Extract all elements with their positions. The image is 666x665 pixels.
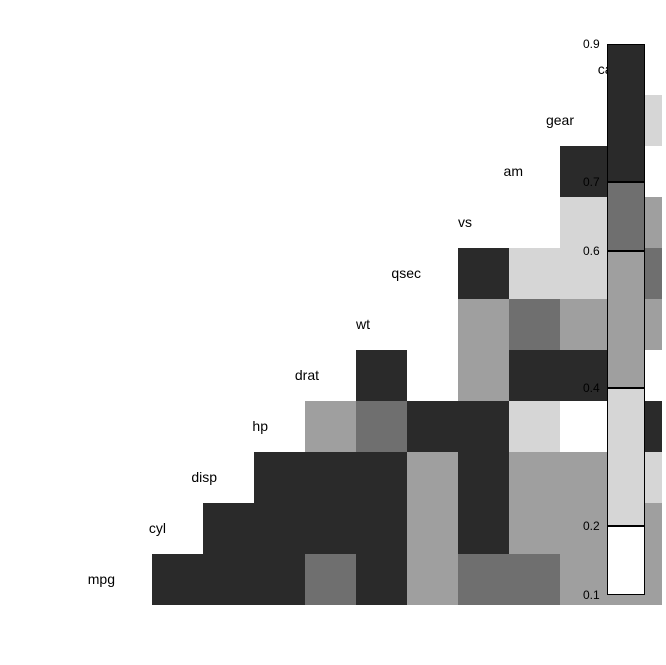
legend-tick-label: 0.4 bbox=[583, 381, 600, 395]
variable-label: mpg bbox=[68, 571, 115, 587]
variable-label: cyl bbox=[119, 520, 166, 536]
legend-segment bbox=[607, 526, 645, 595]
heatmap-cell bbox=[458, 452, 509, 503]
heatmap-cell bbox=[305, 503, 356, 554]
heatmap-cell bbox=[458, 350, 509, 401]
heatmap-cell bbox=[509, 299, 560, 350]
heatmap-cell bbox=[152, 554, 203, 605]
heatmap-cell bbox=[458, 401, 509, 452]
heatmap-cell bbox=[509, 452, 560, 503]
heatmap-cell bbox=[458, 503, 509, 554]
legend-segment bbox=[607, 388, 645, 526]
legend-tick-label: 0.2 bbox=[583, 519, 600, 533]
heatmap-cell bbox=[509, 248, 560, 299]
heatmap-cell bbox=[509, 503, 560, 554]
variable-label: am bbox=[476, 163, 523, 179]
heatmap-cell bbox=[356, 350, 407, 401]
legend-segment bbox=[607, 251, 645, 389]
heatmap-cell bbox=[560, 299, 611, 350]
variable-label: hp bbox=[221, 418, 268, 434]
heatmap-cell bbox=[458, 299, 509, 350]
heatmap-cell bbox=[356, 554, 407, 605]
heatmap-cell bbox=[509, 401, 560, 452]
legend-tick-label: 0.9 bbox=[583, 37, 600, 51]
heatmap-cell bbox=[407, 503, 458, 554]
heatmap-cell bbox=[407, 554, 458, 605]
variable-label: disp bbox=[170, 469, 217, 485]
heatmap-cell bbox=[560, 197, 611, 248]
variable-label: qsec bbox=[374, 265, 421, 281]
legend-segment bbox=[607, 182, 645, 251]
heatmap-cell bbox=[407, 452, 458, 503]
variable-label: wt bbox=[323, 316, 370, 332]
heatmap-cell bbox=[509, 350, 560, 401]
heatmap-cell bbox=[509, 197, 560, 248]
heatmap-cell bbox=[560, 452, 611, 503]
heatmap-cell bbox=[356, 503, 407, 554]
variable-label: drat bbox=[272, 367, 319, 383]
heatmap-cell bbox=[305, 401, 356, 452]
variable-label: vs bbox=[425, 214, 472, 230]
heatmap-cell bbox=[254, 503, 305, 554]
legend-tick-label: 0.1 bbox=[583, 588, 600, 602]
heatmap-cell bbox=[407, 350, 458, 401]
heatmap-cell bbox=[254, 452, 305, 503]
heatmap-cell bbox=[305, 452, 356, 503]
heatmap-cell bbox=[407, 299, 458, 350]
heatmap-cell bbox=[407, 401, 458, 452]
legend-tick-label: 0.6 bbox=[583, 244, 600, 258]
heatmap-cell bbox=[356, 401, 407, 452]
heatmap-cell bbox=[203, 503, 254, 554]
heatmap-cell bbox=[560, 401, 611, 452]
heatmap-cell bbox=[305, 554, 356, 605]
heatmap-cell bbox=[560, 146, 611, 197]
heatmap-cell bbox=[254, 554, 305, 605]
variable-label: gear bbox=[527, 112, 574, 128]
heatmap-cell bbox=[458, 248, 509, 299]
heatmap-cell bbox=[203, 554, 254, 605]
legend-segment bbox=[607, 44, 645, 182]
correlation-heatmap: mpgcyldisphpdratwtqsecvsamgearcarb0.90.7… bbox=[0, 0, 666, 665]
heatmap-cell bbox=[458, 554, 509, 605]
heatmap-cell bbox=[356, 452, 407, 503]
legend-tick-label: 0.7 bbox=[583, 175, 600, 189]
heatmap-cell bbox=[509, 554, 560, 605]
